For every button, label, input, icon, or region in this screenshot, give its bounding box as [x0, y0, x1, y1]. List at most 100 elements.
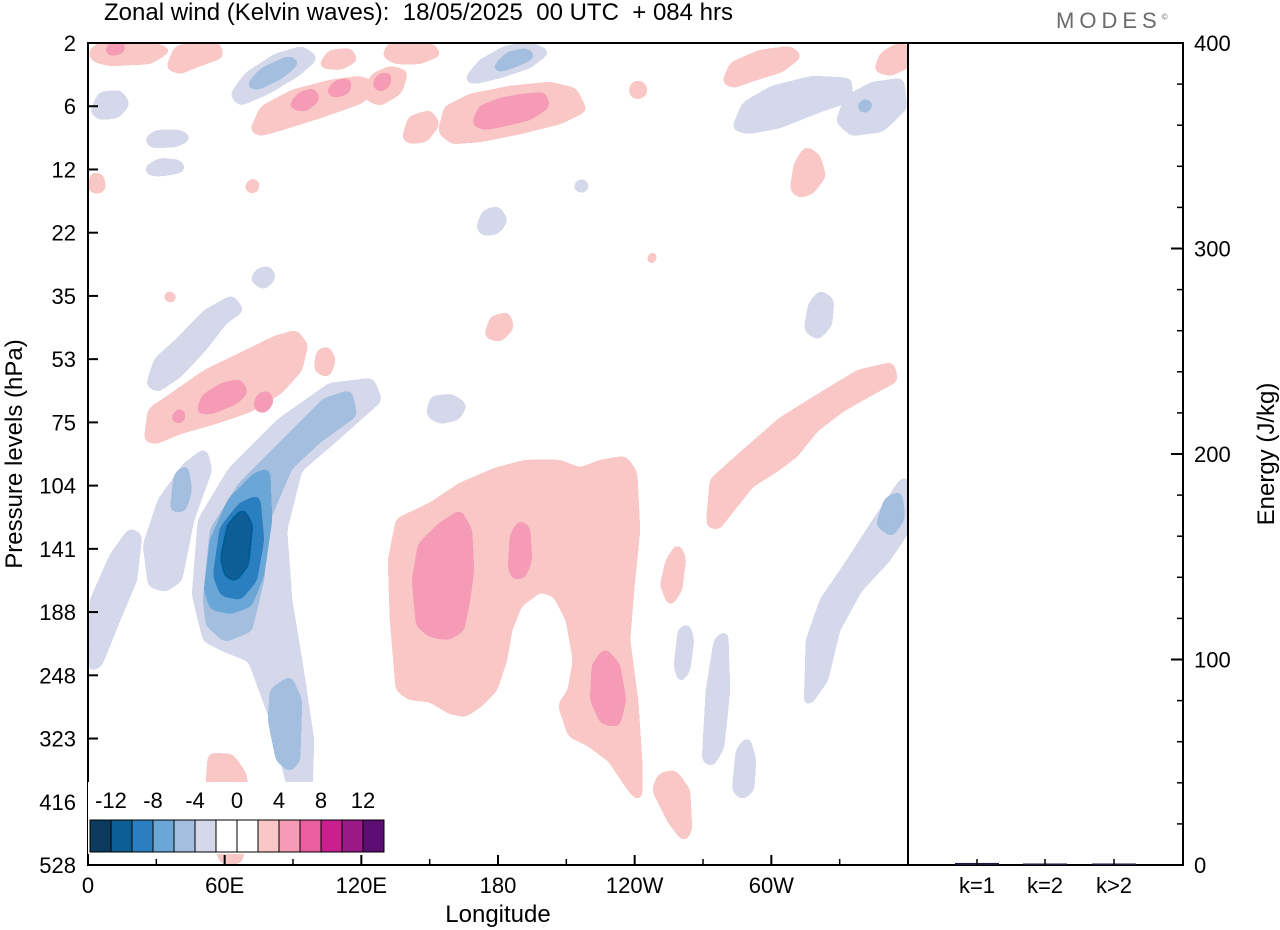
x-tick-label: 180: [480, 873, 517, 898]
colorbar-swatch: [194, 819, 217, 853]
wind-contour: [172, 466, 190, 510]
wind-contour: [734, 78, 850, 132]
colorbar-swatch: [152, 819, 175, 853]
colorbar-swatch: [236, 819, 259, 853]
energy-category-label: k>2: [1096, 873, 1132, 898]
wind-contour: [474, 94, 548, 128]
energy-bars: k=1 k=2 k>2: [955, 859, 1136, 898]
wind-contour: [168, 44, 222, 72]
wind-contour: [676, 625, 692, 682]
x-axis: 0 60E 120E 180 120W 60W: [82, 855, 841, 898]
colorbar-swatch: [89, 819, 112, 853]
y-tick-label: 141: [39, 537, 76, 562]
wind-contour: [806, 480, 908, 705]
wind-field: [90, 44, 908, 862]
y-tick-label: 35: [52, 284, 76, 309]
colorbar-label: -8: [143, 788, 163, 813]
wind-contour: [90, 530, 140, 670]
y-tick-label: 188: [39, 600, 76, 625]
colorbar-swatch: [131, 819, 154, 853]
y-tick-label: 528: [39, 853, 76, 878]
energy-tick-label: 300: [1194, 237, 1231, 262]
colorbar-swatch: [110, 819, 133, 853]
wind-contour: [270, 678, 300, 770]
wind-contour: [704, 632, 728, 765]
wind-contour: [320, 50, 356, 68]
energy-tick-label: 200: [1194, 442, 1231, 467]
wind-contour: [255, 392, 272, 412]
wind-contour: [724, 48, 800, 86]
y-tick-label: 53: [52, 347, 76, 372]
y-axis-title: Pressure levels (hPa): [1, 339, 28, 568]
colorbar-label: -4: [185, 788, 205, 813]
wind-contour: [792, 148, 824, 196]
energy-tick-label: 0: [1194, 853, 1206, 878]
colorbar-swatch: [257, 819, 280, 853]
colorbar: -12 -8 -4 0 4 8 12: [88, 782, 386, 854]
wind-contour: [478, 208, 506, 234]
wind-contour: [876, 46, 908, 74]
wind-contour: [90, 174, 104, 192]
colorbar-label: 8: [315, 788, 327, 813]
wind-contour: [316, 348, 334, 376]
wind-contour: [494, 50, 534, 70]
wind-contour: [858, 100, 872, 112]
wind-contour: [146, 160, 184, 174]
wind-contour: [252, 268, 274, 288]
y-tick-label: 323: [39, 727, 76, 752]
modes-logo: MODES©: [1056, 8, 1168, 33]
colorbar-swatch: [341, 819, 364, 853]
x-tick-label: 60W: [749, 873, 794, 898]
wind-contour: [384, 44, 440, 62]
wind-contour: [222, 510, 251, 580]
wind-contour: [592, 650, 624, 725]
y-tick-label: 248: [39, 663, 76, 688]
x-tick-label: 60E: [205, 873, 244, 898]
wind-contour: [374, 74, 390, 90]
wind-contour: [146, 132, 190, 146]
wind-contour: [510, 522, 530, 578]
wind-contour: [290, 90, 318, 110]
y-axis: 2 6 12 22 35 53 75 104 141 188 248 323 416 528: [39, 31, 98, 878]
colorbar-label: 0: [231, 788, 243, 813]
wind-contour: [248, 58, 298, 88]
wind-contour: [654, 772, 690, 840]
wind-contour: [734, 738, 754, 798]
wind-contour: [630, 82, 646, 98]
y-tick-label: 12: [52, 157, 76, 182]
y-tick-label: 2: [64, 31, 76, 56]
colorbar-swatch: [278, 819, 301, 853]
colorbar-swatch: [173, 819, 196, 853]
wind-contour: [806, 292, 832, 338]
wind-contour: [246, 180, 258, 192]
y-tick-label: 75: [52, 410, 76, 435]
wind-contour: [414, 512, 472, 638]
y-tick-label: 416: [39, 790, 76, 815]
y-tick-label: 6: [64, 94, 76, 119]
wind-contour: [198, 381, 246, 412]
wind-contour: [328, 80, 350, 96]
energy-axis: 0 100 200 300 400: [1171, 31, 1231, 878]
energy-tick-label: 100: [1194, 648, 1231, 673]
wind-contour: [574, 180, 588, 192]
energy-plot-frame: [907, 42, 1184, 866]
wind-contour: [648, 252, 656, 264]
x-tick-label: 120E: [336, 873, 387, 898]
wind-contour: [428, 396, 465, 422]
wind-contour: [92, 92, 128, 118]
energy-category-label: k=2: [1027, 873, 1063, 898]
wind-contour: [708, 364, 896, 528]
wind-contour: [838, 80, 905, 134]
energy-category-label: k=1: [959, 873, 995, 898]
y-tick-label: 104: [39, 474, 76, 499]
energy-axis-title: Energy (J/kg): [1253, 383, 1280, 526]
x-tick-label: 120W: [606, 873, 664, 898]
colorbar-swatch: [215, 819, 238, 853]
wind-contour: [164, 292, 176, 302]
colorbar-label: -12: [95, 788, 127, 813]
wind-contour: [486, 314, 512, 340]
y-tick-label: 22: [52, 221, 76, 246]
colorbar-label: 4: [273, 788, 285, 813]
wind-contour: [172, 410, 184, 422]
